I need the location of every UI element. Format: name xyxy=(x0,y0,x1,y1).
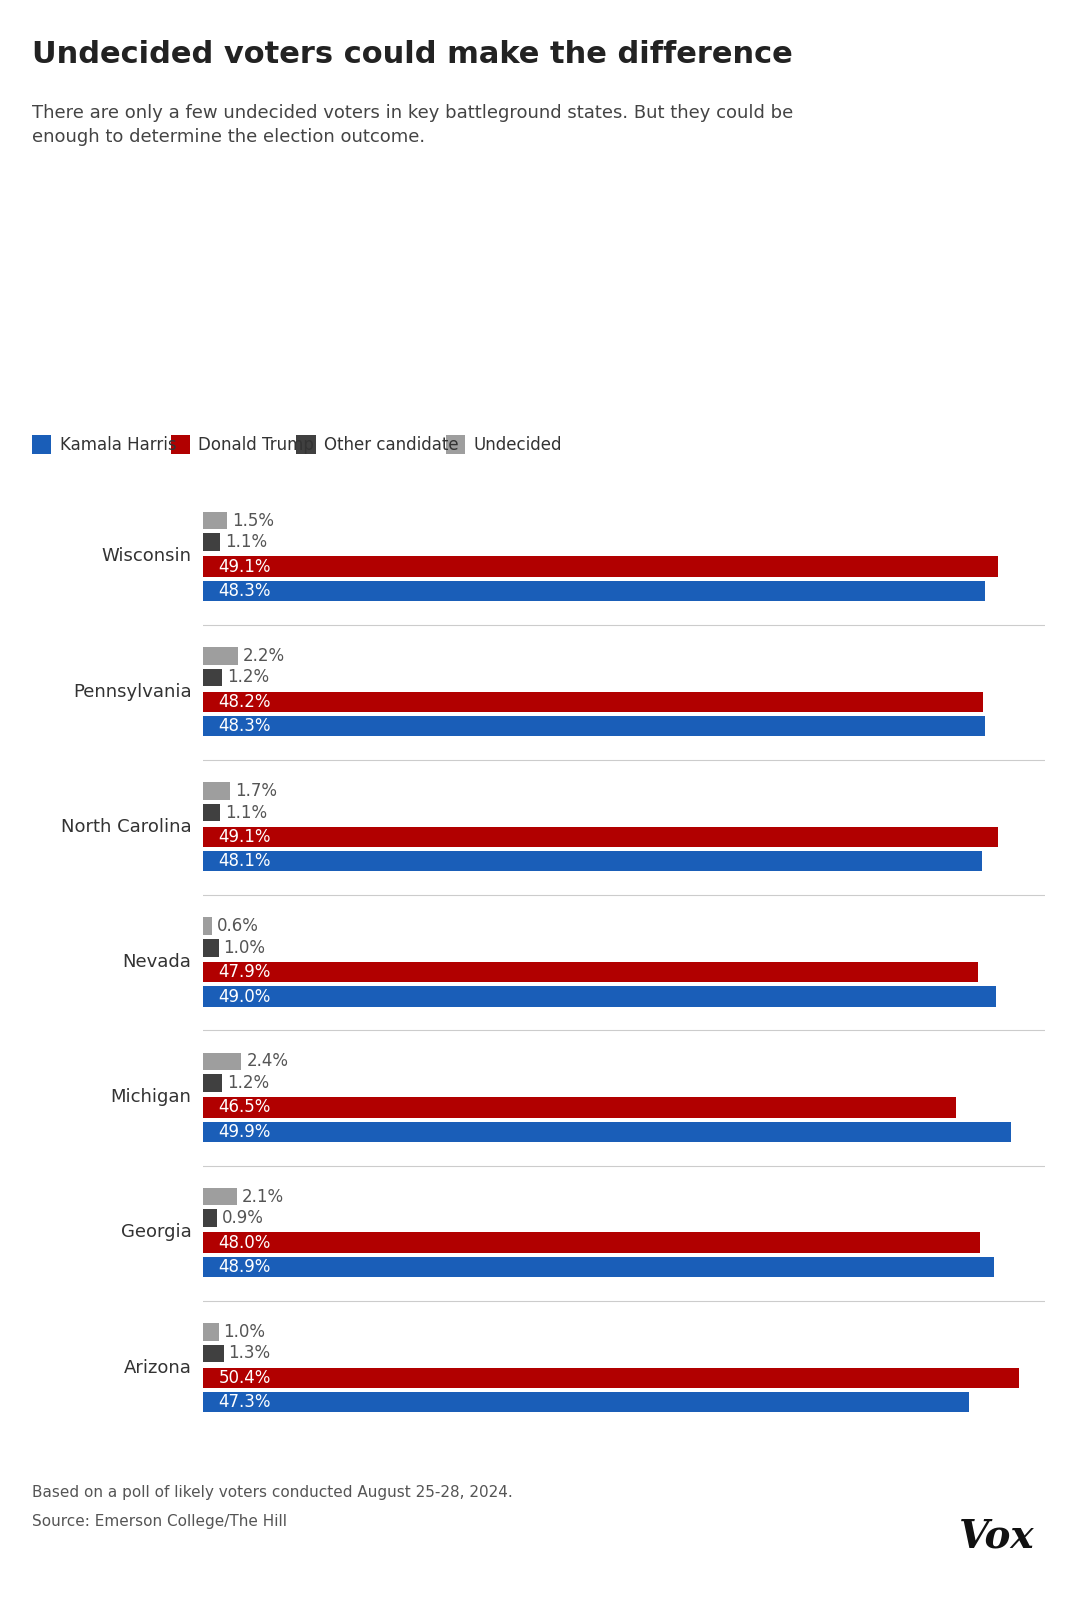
Bar xyxy=(203,512,227,530)
Bar xyxy=(32,435,51,454)
Text: Undecided: Undecided xyxy=(473,435,562,454)
Text: 49.1%: 49.1% xyxy=(219,557,271,576)
Bar xyxy=(203,939,219,957)
Bar xyxy=(203,962,979,982)
Text: There are only a few undecided voters in key battleground states. But they could: There are only a few undecided voters in… xyxy=(32,104,793,146)
Text: 48.3%: 48.3% xyxy=(219,582,271,600)
Text: Source: Emerson College/The Hill: Source: Emerson College/The Hill xyxy=(32,1514,287,1528)
Bar xyxy=(203,1392,969,1413)
Bar xyxy=(203,646,238,664)
Text: 46.5%: 46.5% xyxy=(219,1098,271,1117)
Text: 48.3%: 48.3% xyxy=(219,717,271,734)
Text: 1.0%: 1.0% xyxy=(224,939,265,957)
Bar xyxy=(203,691,983,712)
Text: 48.2%: 48.2% xyxy=(219,693,271,710)
Text: 1.2%: 1.2% xyxy=(227,669,269,686)
Text: 2.2%: 2.2% xyxy=(243,646,285,664)
Text: 1.1%: 1.1% xyxy=(225,803,268,822)
Bar xyxy=(203,1122,1011,1142)
Bar xyxy=(203,803,221,821)
Bar xyxy=(203,581,985,602)
Text: 48.9%: 48.9% xyxy=(219,1258,271,1275)
Text: 1.3%: 1.3% xyxy=(228,1344,271,1363)
Text: 0.6%: 0.6% xyxy=(217,917,259,934)
Bar xyxy=(203,1232,980,1253)
Bar xyxy=(203,1187,237,1205)
Bar xyxy=(203,715,985,736)
Bar xyxy=(203,827,998,846)
Text: Undecided voters could make the difference: Undecided voters could make the differen… xyxy=(32,40,793,69)
Text: Based on a poll of likely voters conducted August 25-28, 2024.: Based on a poll of likely voters conduct… xyxy=(32,1485,513,1499)
Text: 48.1%: 48.1% xyxy=(219,853,271,870)
Bar xyxy=(203,1323,219,1341)
Text: 2.1%: 2.1% xyxy=(241,1187,284,1206)
Bar xyxy=(203,782,230,800)
Text: 1.1%: 1.1% xyxy=(225,533,268,550)
Bar xyxy=(203,1053,241,1070)
Text: 50.4%: 50.4% xyxy=(219,1370,271,1387)
Text: 0.9%: 0.9% xyxy=(222,1210,264,1227)
Text: 47.9%: 47.9% xyxy=(219,963,271,981)
Text: 1.2%: 1.2% xyxy=(227,1074,269,1093)
Bar xyxy=(203,669,222,686)
Bar xyxy=(203,1256,995,1277)
Text: 1.7%: 1.7% xyxy=(235,782,277,800)
Bar xyxy=(203,1344,224,1362)
Bar xyxy=(446,435,465,454)
Bar xyxy=(203,533,221,550)
Bar xyxy=(203,986,996,1006)
Text: Other candidate: Other candidate xyxy=(324,435,458,454)
Text: 47.3%: 47.3% xyxy=(219,1394,271,1411)
Text: Vox: Vox xyxy=(958,1517,1034,1555)
Text: 49.0%: 49.0% xyxy=(219,987,271,1005)
Bar xyxy=(203,851,982,872)
Text: 1.0%: 1.0% xyxy=(224,1323,265,1341)
Bar xyxy=(203,1368,1019,1387)
Bar xyxy=(203,1210,217,1227)
Bar xyxy=(203,1074,222,1091)
Text: 49.9%: 49.9% xyxy=(219,1123,271,1141)
Text: 2.4%: 2.4% xyxy=(246,1053,288,1070)
Text: 1.5%: 1.5% xyxy=(231,512,274,530)
Bar xyxy=(203,557,998,576)
Bar xyxy=(171,435,190,454)
Text: 49.1%: 49.1% xyxy=(219,827,271,846)
Bar xyxy=(203,1098,955,1117)
Text: Donald Trump: Donald Trump xyxy=(198,435,314,454)
Text: 48.0%: 48.0% xyxy=(219,1234,271,1251)
Bar xyxy=(203,917,212,934)
Bar xyxy=(296,435,316,454)
Text: Kamala Harris: Kamala Harris xyxy=(60,435,176,454)
